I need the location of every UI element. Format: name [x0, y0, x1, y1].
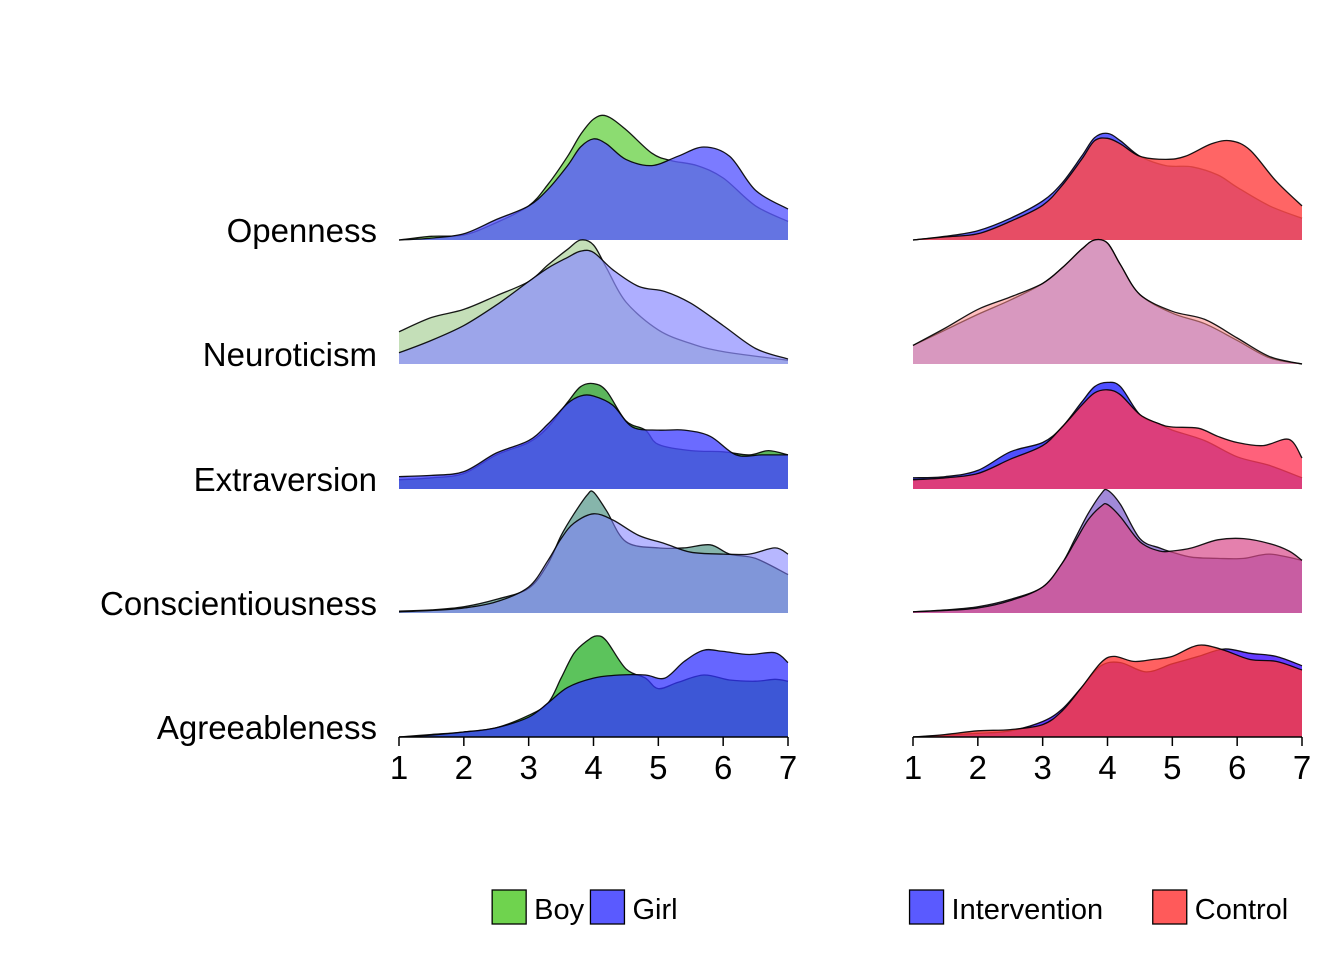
- category-label-conscientiousness: Conscientiousness: [100, 585, 377, 622]
- category-label-neuroticism: Neuroticism: [203, 336, 377, 373]
- legend-item-girl: Girl: [589, 889, 678, 926]
- category-labels: Openness Neuroticism Extraversion Conscient…: [100, 212, 377, 746]
- density-openness-girl: [399, 138, 788, 240]
- x-tick-label-5: 5: [1163, 749, 1181, 786]
- x-axis-panel-2: 1 2 3 4 5 6 7: [904, 736, 1311, 786]
- ridge-agreeableness: [398, 635, 789, 738]
- x-tick-label-3: 3: [1033, 749, 1051, 786]
- legends: Boy Girl Intervention Control: [491, 889, 1289, 926]
- ridge-extraversion: [912, 381, 1303, 489]
- density-openness-control: [913, 137, 1302, 240]
- x-tick-label-7: 7: [779, 749, 797, 786]
- x-tick-label-6: 6: [1228, 749, 1246, 786]
- legend-item-control: Control: [1152, 889, 1289, 926]
- density-outline-extraversion-girl: [398, 394, 788, 478]
- legend-label-intervention: Intervention: [952, 894, 1104, 926]
- density-neuroticism-control: [913, 239, 1302, 364]
- panel-group: 1 2 3 4 5 6 7: [904, 132, 1311, 786]
- x-tick-label-5: 5: [649, 749, 667, 786]
- x-tick-label-7: 7: [1293, 749, 1311, 786]
- density-outline-openness-control: [912, 137, 1303, 241]
- density-outline-neuroticism-control: [912, 238, 1303, 365]
- density-outline-neuroticism-girl: [398, 249, 789, 360]
- category-label-extraversion: Extraversion: [194, 461, 377, 498]
- density-outline-conscientiousness-boy: [398, 490, 789, 612]
- x-axis-panel-1: 1 2 3 4 5 6 7: [390, 736, 797, 786]
- legend-swatch-boy: [491, 889, 527, 925]
- ridge-conscientiousness: [912, 488, 1303, 613]
- density-outline-conscientiousness-girl: [398, 513, 789, 613]
- x-tick-label-3: 3: [519, 749, 537, 786]
- density-outline-conscientiousness-control: [912, 502, 1303, 613]
- density-agreeableness-control: [913, 645, 1302, 737]
- density-outline-extraversion-control: [912, 389, 1303, 481]
- x-tick-label-2: 2: [455, 749, 473, 786]
- ridge-extraversion: [398, 382, 789, 489]
- legend-swatch-control: [1152, 889, 1188, 925]
- panel-gender: 1 2 3 4 5 6 7: [390, 114, 797, 786]
- x-tick-label-2: 2: [969, 749, 987, 786]
- legend-swatch-girl: [589, 889, 626, 925]
- ridge-openness: [398, 114, 789, 241]
- x-tick-label-4: 4: [1098, 749, 1116, 786]
- density-extraversion-control: [913, 389, 1302, 489]
- density-neuroticism-girl: [399, 250, 788, 364]
- ridge-neuroticism: [912, 238, 1303, 365]
- density-conscientiousness-girl: [399, 513, 788, 613]
- legend-label-girl: Girl: [632, 894, 677, 926]
- density-conscientiousness-control: [913, 503, 1302, 613]
- density-agreeableness-girl: [399, 649, 788, 737]
- category-label-agreeableness: Agreeableness: [157, 709, 377, 746]
- x-tick-label-1: 1: [904, 749, 922, 786]
- density-outline-agreeableness-control: [912, 644, 1303, 738]
- legend-panel-2: Intervention Control: [908, 889, 1289, 926]
- category-label-openness: Openness: [227, 212, 377, 249]
- legend-item-boy: Boy: [491, 889, 585, 926]
- legend-label-boy: Boy: [534, 894, 584, 926]
- legend-label-control: Control: [1195, 894, 1289, 926]
- density-extraversion-girl: [399, 394, 788, 489]
- x-tick-label-6: 6: [714, 749, 732, 786]
- density-outline-openness-girl: [398, 138, 789, 241]
- legend-panel-1: Boy Girl: [491, 889, 678, 926]
- legend-swatch-intervention: [908, 889, 945, 925]
- x-tick-label-1: 1: [390, 749, 408, 786]
- ridge-agreeableness: [912, 644, 1303, 738]
- legend-item-intervention: Intervention: [908, 889, 1104, 926]
- ridge-neuroticism: [398, 239, 789, 364]
- x-tick-label-4: 4: [584, 749, 602, 786]
- density-outline-agreeableness-girl: [398, 648, 789, 738]
- ridge-openness: [912, 132, 1303, 241]
- ridge-conscientiousness: [398, 490, 789, 613]
